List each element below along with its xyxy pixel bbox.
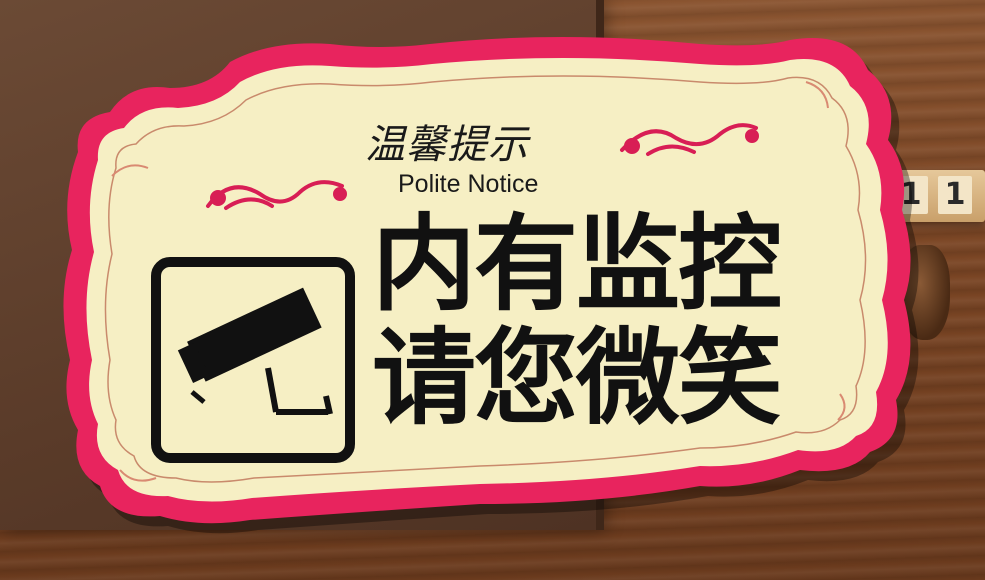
inner-border-line [104,75,867,483]
title-chinese: 温馨提示 [365,122,529,168]
notice-line-1: 内有监控 [372,203,782,325]
notice-line-2: 请您微笑 [372,317,782,439]
cctv-camera-icon [151,257,355,463]
sign-panel [86,58,888,502]
right-ornament [620,123,759,156]
corner-ornament [111,81,846,482]
left-ornament [206,180,347,210]
title-english: Polite Notice [398,170,539,198]
block-digit: 1 [938,176,972,214]
